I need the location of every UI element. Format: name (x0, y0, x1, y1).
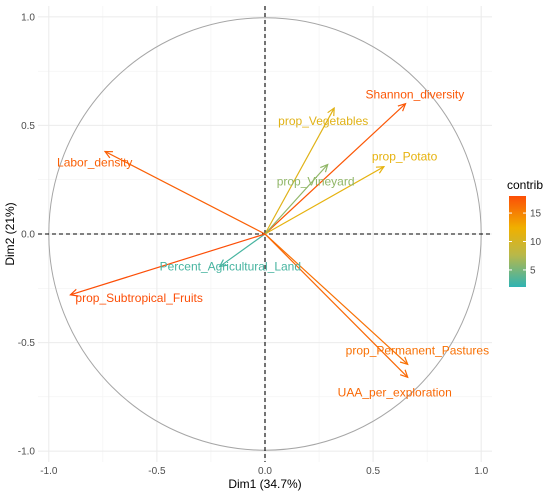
contrib-legend: contrib 5 10 15 (507, 178, 543, 287)
arrow-prop-subtropical-fruits (69, 233, 266, 297)
x-tick-label: -0.5 (148, 466, 166, 477)
arrow-prop-vineyard (264, 163, 329, 235)
arrow-head (399, 356, 409, 366)
label-shannon-diversity: Shannon_diversity (366, 88, 465, 102)
arrow-shaft (104, 150, 266, 235)
x-tick-label: -1.0 (40, 466, 58, 477)
y-tick-label: 1.0 (21, 12, 35, 23)
label-prop-vineyard: prop_Vineyard (277, 175, 355, 189)
variable-arrows (69, 102, 409, 379)
y-tick-label: -1.0 (18, 447, 36, 458)
x-axis-title: Dim1 (34.7%) (228, 477, 301, 491)
arrow-shaft (264, 233, 409, 365)
label-prop-subtropical-fruits: prop_Subtropical_Fruits (75, 291, 202, 305)
arrow-uaa-per-exploration (264, 233, 409, 379)
arrow-shaft (264, 164, 329, 235)
x-tick-label: 0.5 (366, 466, 380, 477)
arrow-head (103, 150, 114, 159)
arrow-head (327, 106, 335, 117)
x-axis-ticks: -1.0 -0.5 0.0 0.5 1.0 (40, 466, 488, 477)
legend-colorbar (509, 196, 526, 287)
arrow-head (375, 166, 386, 174)
arrow-shaft (264, 233, 409, 378)
label-labor-density: Labor_density (57, 155, 132, 169)
label-prop-vegetables: prop_Vegetables (278, 114, 368, 128)
arrow-head (218, 259, 228, 268)
arrow-shaft (70, 233, 266, 296)
arrow-head (399, 369, 409, 379)
arrow-prop-vegetables (264, 106, 335, 235)
y-tick-label: 0.0 (21, 230, 35, 241)
arrow-shaft (264, 107, 335, 235)
legend-title: contrib (507, 178, 543, 192)
arrow-prop-permanent-pastures (264, 233, 409, 366)
y-tick-label: -0.5 (18, 338, 36, 349)
legend-tick-label: 15 (530, 209, 542, 220)
y-tick-label: 0.5 (21, 121, 35, 132)
x-tick-label: 1.0 (474, 466, 488, 477)
label-percent-agricultural-land: Percent_Agricultural_Land (160, 260, 301, 274)
legend-ticks: 5 10 15 (509, 209, 542, 276)
arrow-head (320, 163, 329, 173)
arrow-shaft (219, 233, 266, 268)
label-prop-permanent-pastures: prop_Permanent_Pastures (346, 343, 489, 357)
y-axis-ticks: -1.0 -0.5 0.0 0.5 1.0 (18, 12, 36, 457)
legend-tick-label: 5 (530, 265, 536, 276)
arrow-shaft (264, 103, 406, 235)
label-uaa-per-exploration: UAA_per_exploration (338, 385, 452, 399)
y-axis-title: Dim2 (21%) (3, 202, 17, 265)
arrow-shannon-diversity (264, 102, 407, 235)
arrow-percent-agricultural-land (218, 233, 266, 268)
arrow-labor-density (103, 150, 266, 235)
variable-labels: Shannon_diversity prop_Vegetables prop_Pot… (57, 88, 489, 400)
arrow-prop-potato (264, 166, 386, 235)
arrow-head (69, 288, 79, 297)
label-prop-potato: prop_Potato (372, 150, 438, 164)
x-tick-label: 0.0 (258, 466, 272, 477)
arrow-head (397, 102, 407, 112)
arrow-shaft (264, 166, 385, 235)
legend-tick-label: 10 (530, 237, 542, 248)
